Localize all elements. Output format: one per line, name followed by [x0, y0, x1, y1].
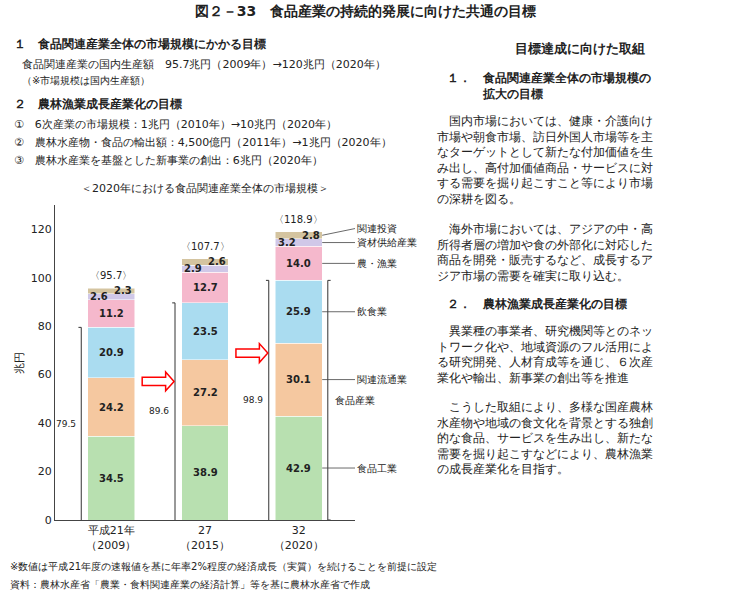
svg-text:14.0: 14.0 [286, 258, 311, 269]
svg-text:89.6: 89.6 [149, 406, 169, 416]
svg-text:海外市場においては、アジアの中・高所得者層の増加や食の外部化: 海外市場においては、アジアの中・高所得者層の増加や食の外部化に対応した商品を開発… [437, 222, 653, 283]
svg-text:２ 農林漁業成長産業化の目標: ２ 農林漁業成長産業化の目標 [14, 97, 182, 111]
svg-text:2.3: 2.3 [114, 285, 132, 296]
svg-text:3.2: 3.2 [278, 237, 296, 248]
svg-text:27（2015）: 27（2015） [180, 524, 230, 551]
svg-text:兆円: 兆円 [13, 352, 26, 374]
svg-text:34.5: 34.5 [99, 473, 124, 484]
svg-text:2.6: 2.6 [208, 256, 226, 267]
svg-text:食品工業: 食品工業 [357, 463, 397, 474]
svg-text:20.9: 20.9 [99, 347, 124, 358]
svg-text:異業種の事業者、研究機関等とのネットワーク化や、地域資源のフ: 異業種の事業者、研究機関等とのネットワーク化や、地域資源のフル活用による研究開発… [437, 324, 653, 385]
svg-text:24.2: 24.2 [99, 402, 124, 413]
svg-text:国内市場においては、健康・介護向け市場や朝食市場、訪日外国人: 国内市場においては、健康・介護向け市場や朝食市場、訪日外国人市場等を主なターゲッ… [437, 114, 653, 206]
svg-text:32（2020）: 32（2020） [274, 524, 324, 551]
svg-text:27.2: 27.2 [193, 387, 218, 398]
svg-text:11.2: 11.2 [99, 308, 124, 319]
svg-text:③ 農林水産業を基盤とした新事業の創出：6兆円（2020年）: ③ 農林水産業を基盤とした新事業の創出：6兆円（2020年） [14, 154, 323, 167]
svg-text:98.9: 98.9 [243, 395, 263, 405]
svg-text:〈95.7〉: 〈95.7〉 [90, 270, 132, 281]
svg-text:2.8: 2.8 [302, 230, 320, 241]
svg-text:0: 0 [45, 514, 52, 527]
svg-text:60: 60 [38, 368, 52, 381]
svg-text:80: 80 [38, 320, 52, 333]
svg-text:2.6: 2.6 [90, 291, 108, 302]
svg-text:１ 食品関連産業全体の市場規模にかかる目標: １ 食品関連産業全体の市場規模にかかる目標 [14, 37, 266, 51]
svg-text:（※市場規模は国内生産額）: （※市場規模は国内生産額） [22, 75, 150, 86]
svg-text:こうした取組により、多様な国産農林水産物や地域の食文化を背景: こうした取組により、多様な国産農林水産物や地域の食文化を背景とする独創的な食品、… [437, 400, 653, 476]
svg-text:資料：農林水産省「農業・食料関連産業の経済計算」等を基に農林: 資料：農林水産省「農業・食料関連産業の経済計算」等を基に農林水産省で作成 [10, 579, 370, 590]
svg-text:42.9: 42.9 [286, 463, 311, 474]
svg-text:食品産業: 食品産業 [335, 395, 375, 406]
svg-text:① 6次産業の市場規模：1兆円（2010年）→10兆円（20: ① 6次産業の市場規模：1兆円（2010年）→10兆円（2020年） [14, 118, 337, 131]
svg-text:40: 40 [38, 417, 52, 430]
svg-text:100: 100 [31, 272, 52, 285]
svg-text:※数値は平成21年度の速報値を基に年率2%程度の経済成長（実: ※数値は平成21年度の速報値を基に年率2%程度の経済成長（実質）を続けることを前… [10, 561, 437, 572]
svg-text:関連投資: 関連投資 [357, 223, 397, 234]
svg-text:食品関連産業の国内生産額 95.7兆円（2009年）→120: 食品関連産業の国内生産額 95.7兆円（2009年）→120兆円（2020年） [22, 58, 386, 71]
svg-text:＜2020年における食品関連産業全体の市場規模＞: ＜2020年における食品関連産業全体の市場規模＞ [81, 182, 329, 195]
svg-text:関連流通業: 関連流通業 [357, 374, 407, 385]
svg-text:20: 20 [38, 465, 52, 478]
svg-text:資材供給産業: 資材供給産業 [357, 237, 417, 248]
svg-text:23.5: 23.5 [193, 326, 218, 337]
svg-text:〈107.7〉: 〈107.7〉 [181, 241, 230, 252]
svg-text:農・漁業: 農・漁業 [357, 258, 397, 269]
svg-text:25.9: 25.9 [286, 306, 311, 317]
svg-text:② 農林水産物・食品の輸出額：4,500億円（2011年）→: ② 農林水産物・食品の輸出額：4,500億円（2011年）→1兆円（2020年） [14, 136, 392, 149]
svg-text:2.9: 2.9 [184, 263, 202, 274]
svg-text:飲食業: 飲食業 [357, 306, 387, 317]
svg-text:〈118.9〉: 〈118.9〉 [274, 214, 323, 225]
svg-text:目標達成に向けた取組: 目標達成に向けた取組 [515, 41, 645, 56]
svg-text:平成21年（2009）: 平成21年（2009） [86, 524, 136, 551]
svg-text:79.5: 79.5 [56, 419, 76, 429]
svg-text:２． 農林漁業成長産業化の目標: ２． 農林漁業成長産業化の目標 [447, 297, 627, 311]
svg-text:１． 食品関連産業全体の市場規模の 拡大の目標: １． 食品関連産業全体の市場規模の 拡大の目標 [447, 71, 651, 101]
svg-text:図２－33 食品産業の持続的発展に向けた共通の目標: 図２－33 食品産業の持続的発展に向けた共通の目標 [195, 3, 536, 19]
svg-text:120: 120 [31, 223, 52, 236]
svg-text:38.9: 38.9 [193, 467, 218, 478]
svg-text:12.7: 12.7 [193, 282, 218, 293]
svg-text:30.1: 30.1 [286, 374, 311, 385]
